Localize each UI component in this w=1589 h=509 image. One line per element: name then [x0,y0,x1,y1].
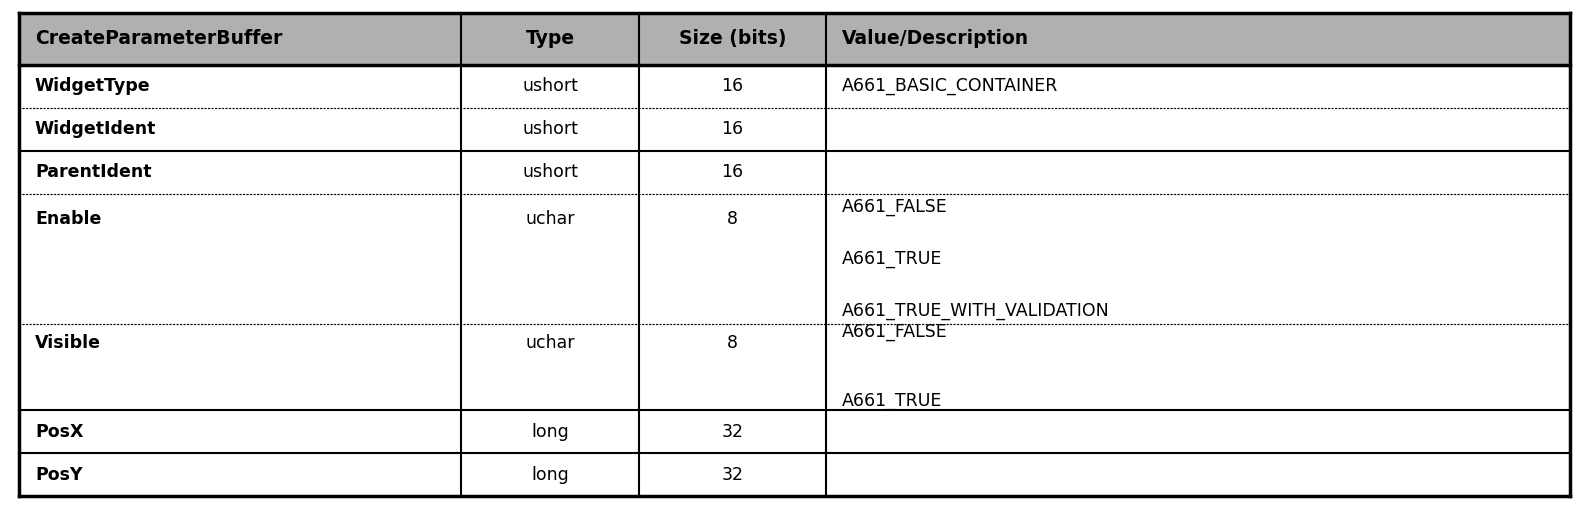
Text: A661_TRUE_WITH_VALIDATION: A661_TRUE_WITH_VALIDATION [842,302,1109,320]
Text: WidgetType: WidgetType [35,77,151,95]
Text: PosY: PosY [35,466,83,484]
Text: Value/Description: Value/Description [842,29,1028,48]
Text: A661_TRUE: A661_TRUE [842,392,942,410]
Text: A661_FALSE: A661_FALSE [842,323,947,341]
Text: ushort: ushort [523,163,578,182]
Text: 16: 16 [721,120,744,138]
Text: A661_TRUE: A661_TRUE [842,250,942,268]
Text: 8: 8 [726,334,737,352]
Text: Visible: Visible [35,334,102,352]
Text: A661_BASIC_CONTAINER: A661_BASIC_CONTAINER [842,77,1058,95]
Text: uchar: uchar [526,334,575,352]
Text: 32: 32 [721,422,744,440]
Text: 32: 32 [721,466,744,484]
Text: 16: 16 [721,163,744,182]
Text: A661_FALSE: A661_FALSE [842,198,947,216]
Text: Size (bits): Size (bits) [679,29,787,48]
Text: ParentIdent: ParentIdent [35,163,151,182]
Text: CreateParameterBuffer: CreateParameterBuffer [35,29,283,48]
Text: Enable: Enable [35,210,102,228]
Text: ushort: ushort [523,120,578,138]
Text: long: long [531,422,569,440]
Text: ushort: ushort [523,77,578,95]
Text: long: long [531,466,569,484]
Text: Type: Type [526,29,575,48]
Bar [19,13,1570,65]
Text: WidgetIdent: WidgetIdent [35,120,156,138]
Text: PosX: PosX [35,422,83,440]
Text: 16: 16 [721,77,744,95]
Text: 8: 8 [726,210,737,228]
Text: uchar: uchar [526,210,575,228]
